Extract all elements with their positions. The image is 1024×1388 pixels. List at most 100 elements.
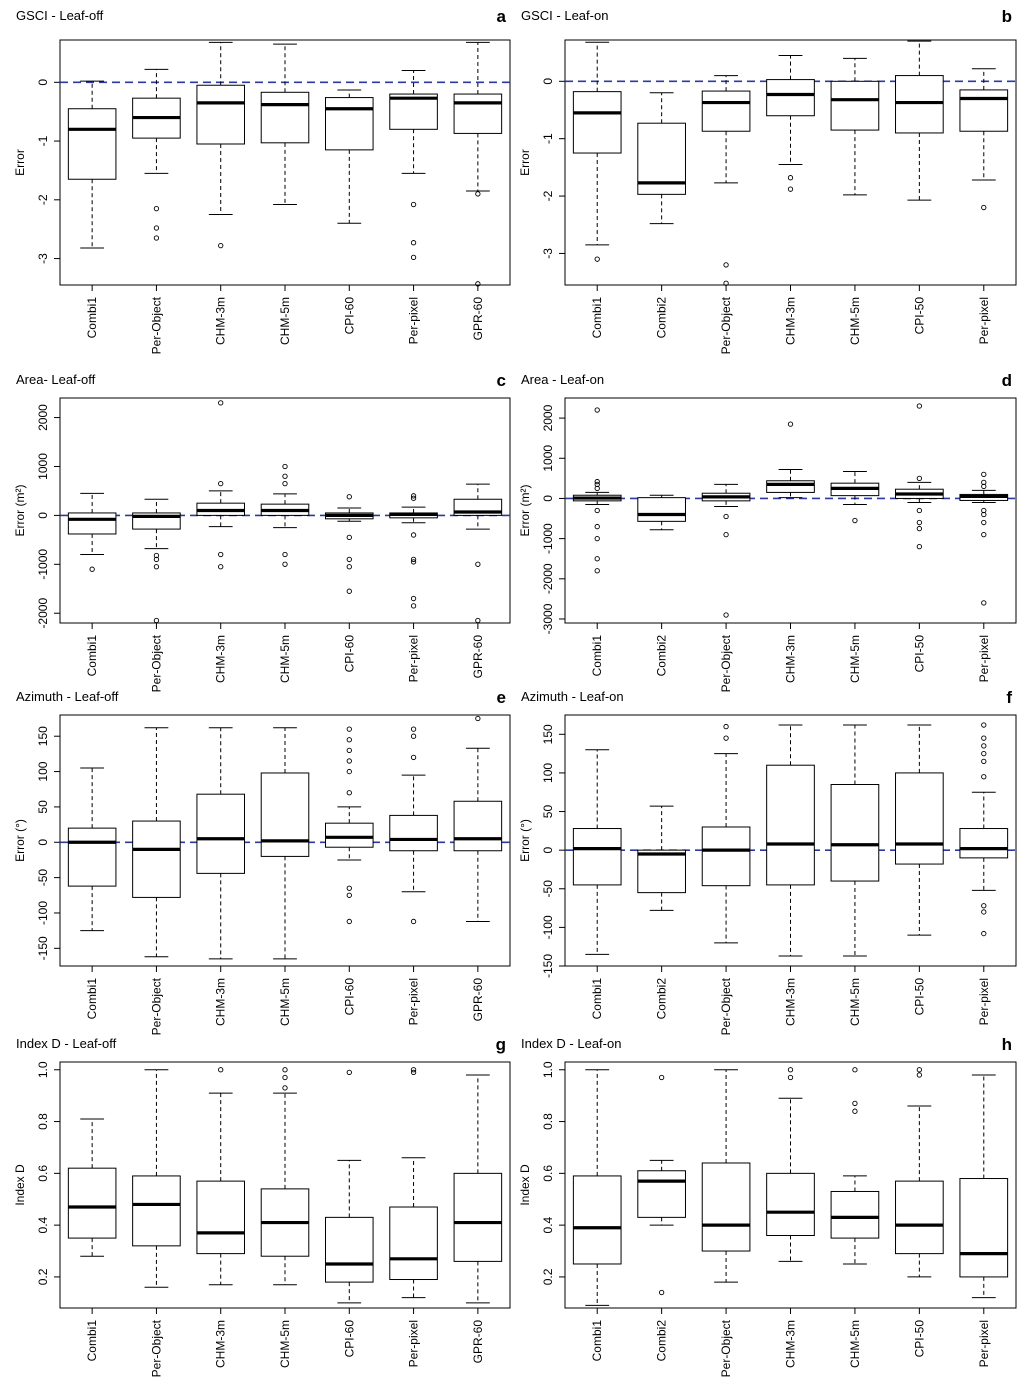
- box-gpr-60: [453, 483, 503, 624]
- x-tick-label: Per-Object: [719, 634, 733, 692]
- x-tick-label: CHM-5m: [848, 1320, 862, 1368]
- box-body: [132, 1175, 181, 1247]
- box-body: [67, 512, 117, 535]
- x-tick-label: CPI-50: [912, 978, 926, 1016]
- y-tick-label: 100: [541, 763, 555, 783]
- outlier-point: [410, 495, 417, 501]
- panel-title: Area- Leaf-off: [16, 372, 96, 387]
- box-per-pixel: [959, 471, 1009, 606]
- x-tick-label: CHM-5m: [278, 978, 292, 1026]
- y-axis-label: Error (m²): [13, 485, 27, 537]
- box-body: [389, 93, 438, 130]
- y-tick-label: 50: [36, 800, 50, 814]
- box-body: [830, 784, 880, 882]
- box-combi1: [572, 41, 622, 262]
- outlier-point: [410, 1067, 417, 1073]
- outlier-point: [282, 1085, 288, 1091]
- box-body: [325, 1216, 374, 1283]
- box-per-pixel: [389, 493, 438, 609]
- x-tick-label: Combi1: [85, 297, 99, 339]
- panel-f: Azimuth - Leaf-on f -150 -100 -50 0 50 100 150 Er…: [518, 688, 1017, 1035]
- outlier-point: [475, 715, 481, 722]
- y-tick-label: 0: [541, 78, 555, 85]
- box-gpr-60: [453, 715, 503, 922]
- panel-d: Area - Leaf-on d -3000 -2000 -1000 0 1000 2000 E…: [518, 371, 1017, 692]
- outlier-point: [852, 517, 858, 524]
- box-body: [766, 480, 815, 493]
- panel-h: Index D - Leaf-on h 0.2 0.4 0.6 0.8 1.0 Index D…: [518, 1035, 1017, 1377]
- box-chm-5m: [260, 463, 310, 567]
- x-tick-label: GPR-60: [471, 297, 485, 341]
- outlier-point: [723, 723, 729, 730]
- outlier-point: [410, 493, 417, 499]
- y-tick-label: -1000: [541, 523, 555, 554]
- box-body: [67, 108, 117, 180]
- x-tick-label: GPR-60: [471, 635, 485, 679]
- outlier-point: [981, 930, 987, 937]
- outlier-point: [89, 566, 95, 572]
- x-tick-label: Per-pixel: [407, 297, 421, 344]
- outlier-point: [346, 885, 352, 891]
- x-tick-label: Combi2: [655, 1320, 669, 1362]
- outlier-point: [346, 534, 352, 541]
- x-tick-label: Per-pixel: [407, 635, 421, 682]
- box-per-object: [132, 498, 181, 624]
- box-body: [196, 793, 246, 874]
- outlier-point: [916, 525, 923, 532]
- box-chm-3m: [766, 724, 815, 957]
- box-cpi-60: [325, 89, 374, 224]
- x-tick-label: CHM-5m: [848, 635, 862, 683]
- x-tick-label: GPR-60: [471, 978, 485, 1022]
- box-chm-5m: [830, 57, 880, 196]
- box-combi2: [637, 92, 686, 225]
- y-tick-label: 1.0: [541, 1061, 555, 1078]
- y-tick-label: -100: [541, 915, 555, 939]
- box-combi2: [637, 494, 686, 531]
- outlier-point: [658, 1289, 665, 1296]
- box-gpr-60: [453, 41, 503, 287]
- y-tick-label: 0: [541, 495, 555, 502]
- x-tick-label: CHM-3m: [214, 1320, 228, 1368]
- outlier-point: [787, 421, 794, 427]
- outlier-point: [282, 561, 288, 567]
- box-body: [637, 1170, 686, 1218]
- outlier-point: [594, 556, 600, 562]
- box-cpi-50: [895, 724, 944, 936]
- box-combi2: [637, 1074, 686, 1296]
- x-tick-label: Per-Object: [149, 634, 163, 692]
- outlier-point: [658, 1074, 665, 1081]
- box-body: [453, 800, 503, 852]
- outlier-point: [410, 559, 417, 565]
- box-body: [67, 827, 117, 887]
- x-tick-label: CHM-3m: [784, 297, 798, 345]
- box-body: [132, 820, 181, 898]
- box-body: [701, 1162, 751, 1252]
- outlier-point: [981, 758, 987, 764]
- x-tick-label: Combi1: [590, 1320, 604, 1362]
- outlier-point: [410, 201, 417, 208]
- y-axis-label: Index D: [518, 1164, 532, 1206]
- box-chm-5m: [830, 471, 880, 524]
- panel-title: Area - Leaf-on: [521, 372, 604, 387]
- box-chm-5m: [260, 727, 310, 960]
- y-tick-label: -3000: [541, 603, 555, 634]
- outlier-point: [218, 1067, 224, 1073]
- y-tick-label: 0: [36, 512, 50, 519]
- outlier-point: [787, 1067, 794, 1073]
- outlier-point: [282, 480, 288, 487]
- outlier-point: [787, 1074, 794, 1081]
- outlier-point: [410, 603, 417, 609]
- box-per-object: [132, 727, 181, 958]
- box-body: [572, 1175, 622, 1265]
- box-body: [701, 826, 751, 887]
- y-axis-label: Index D: [13, 1164, 27, 1206]
- box-combi1: [572, 1069, 622, 1306]
- y-tick-label: -1000: [36, 549, 50, 580]
- box-cpi-50: [895, 403, 944, 550]
- outlier-point: [410, 532, 417, 538]
- box-body: [637, 849, 686, 894]
- outlier-point: [981, 204, 987, 211]
- outlier-point: [594, 535, 600, 542]
- outlier-point: [787, 175, 794, 181]
- outlier-point: [981, 471, 987, 477]
